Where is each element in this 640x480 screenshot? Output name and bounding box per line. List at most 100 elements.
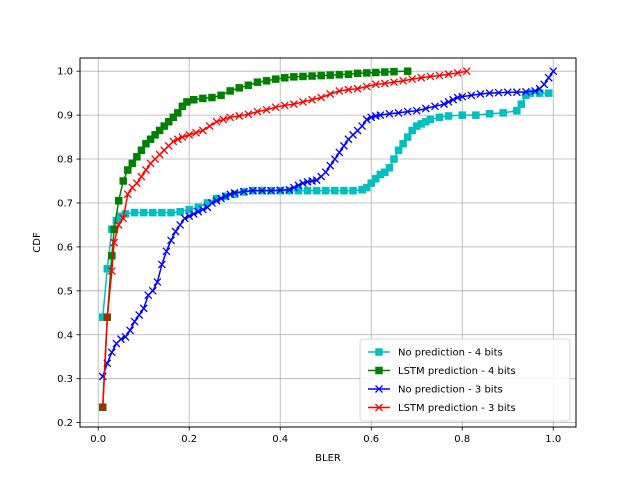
data-point [371,80,380,89]
data-point [381,68,389,76]
x-tick-label: 0.4 [272,434,288,445]
data-point [372,175,380,183]
data-point [290,73,298,81]
grid [80,58,576,427]
data-point [362,183,371,192]
data-point [289,100,298,109]
y-axis-label: CDF [32,232,43,253]
data-point [289,183,298,192]
data-point [549,67,558,76]
data-point [244,81,253,89]
data-point [521,87,530,96]
data-point [435,113,444,122]
data-point [139,208,148,217]
data-point [385,109,394,118]
data-point [114,220,123,229]
data-point [208,199,216,207]
data-point [367,179,375,187]
data-point [121,210,130,218]
data-point [103,313,112,322]
data-point [517,100,526,108]
data-point [390,67,398,76]
plot-series [98,67,558,412]
series-3 [98,67,471,412]
legend-marker [375,348,383,356]
data-point [226,190,235,199]
data-point [164,117,173,126]
data-point [362,69,371,77]
data-point [426,115,435,124]
legend-label: No prediction - 3 bits [398,385,503,396]
data-point [390,78,398,87]
data-point [271,103,280,112]
data-point [494,88,503,97]
data-point [212,117,221,126]
data-point [344,70,353,79]
data-point [321,168,330,177]
data-point [335,70,344,79]
data-point [178,102,187,111]
data-point [326,161,335,170]
data-point [381,168,389,176]
data-point [130,317,139,326]
data-point [362,82,371,91]
data-point [326,90,335,98]
legend-entry: No prediction - 3 bits [368,385,503,396]
data-point [212,196,221,205]
data-point [267,186,276,195]
data-point [176,208,184,216]
data-point [458,92,467,101]
data-point [403,67,412,75]
x-tick-label: 1.0 [545,434,561,445]
data-point [331,186,339,195]
data-point [531,86,540,95]
data-point [308,72,316,80]
data-point [189,209,198,218]
data-point [513,106,521,115]
data-point [262,77,271,85]
data-point [358,122,367,131]
legend-entry: LSTM prediction - 4 bits [368,366,516,377]
data-point [390,155,398,163]
data-point [362,115,371,124]
data-point [444,70,453,79]
data-point [299,72,307,81]
data-point [198,126,207,135]
data-point [205,122,214,131]
data-point [107,267,116,276]
data-point [330,155,339,163]
data-point [217,194,226,203]
data-point [449,95,458,104]
data-point [160,122,168,130]
data-point [472,111,480,119]
x-tick-label: 0.6 [363,434,379,445]
data-point [173,135,182,144]
data-point [280,101,289,110]
data-point [335,148,344,157]
data-point [540,80,549,89]
x-axis-label: BLER [315,453,341,464]
data-point [235,112,244,120]
data-point [119,214,128,223]
data-point [185,205,193,214]
data-point [326,71,335,79]
data-point [285,185,294,194]
legend-marker [375,366,383,375]
data-point [226,113,235,122]
data-point [171,227,180,236]
data-point [317,71,325,80]
y-tick-label: 0.2 [57,418,73,429]
data-point [299,179,307,188]
data-point [107,348,116,357]
data-point [185,212,194,221]
legend-label: LSTM prediction - 4 bits [398,366,516,377]
data-point [485,89,494,98]
data-point [399,76,408,85]
data-point [403,107,412,116]
legend-marker [375,385,383,393]
data-point [221,192,230,201]
data-point [132,179,141,188]
data-point [421,104,430,113]
data-point [435,71,444,80]
data-point [385,164,394,172]
